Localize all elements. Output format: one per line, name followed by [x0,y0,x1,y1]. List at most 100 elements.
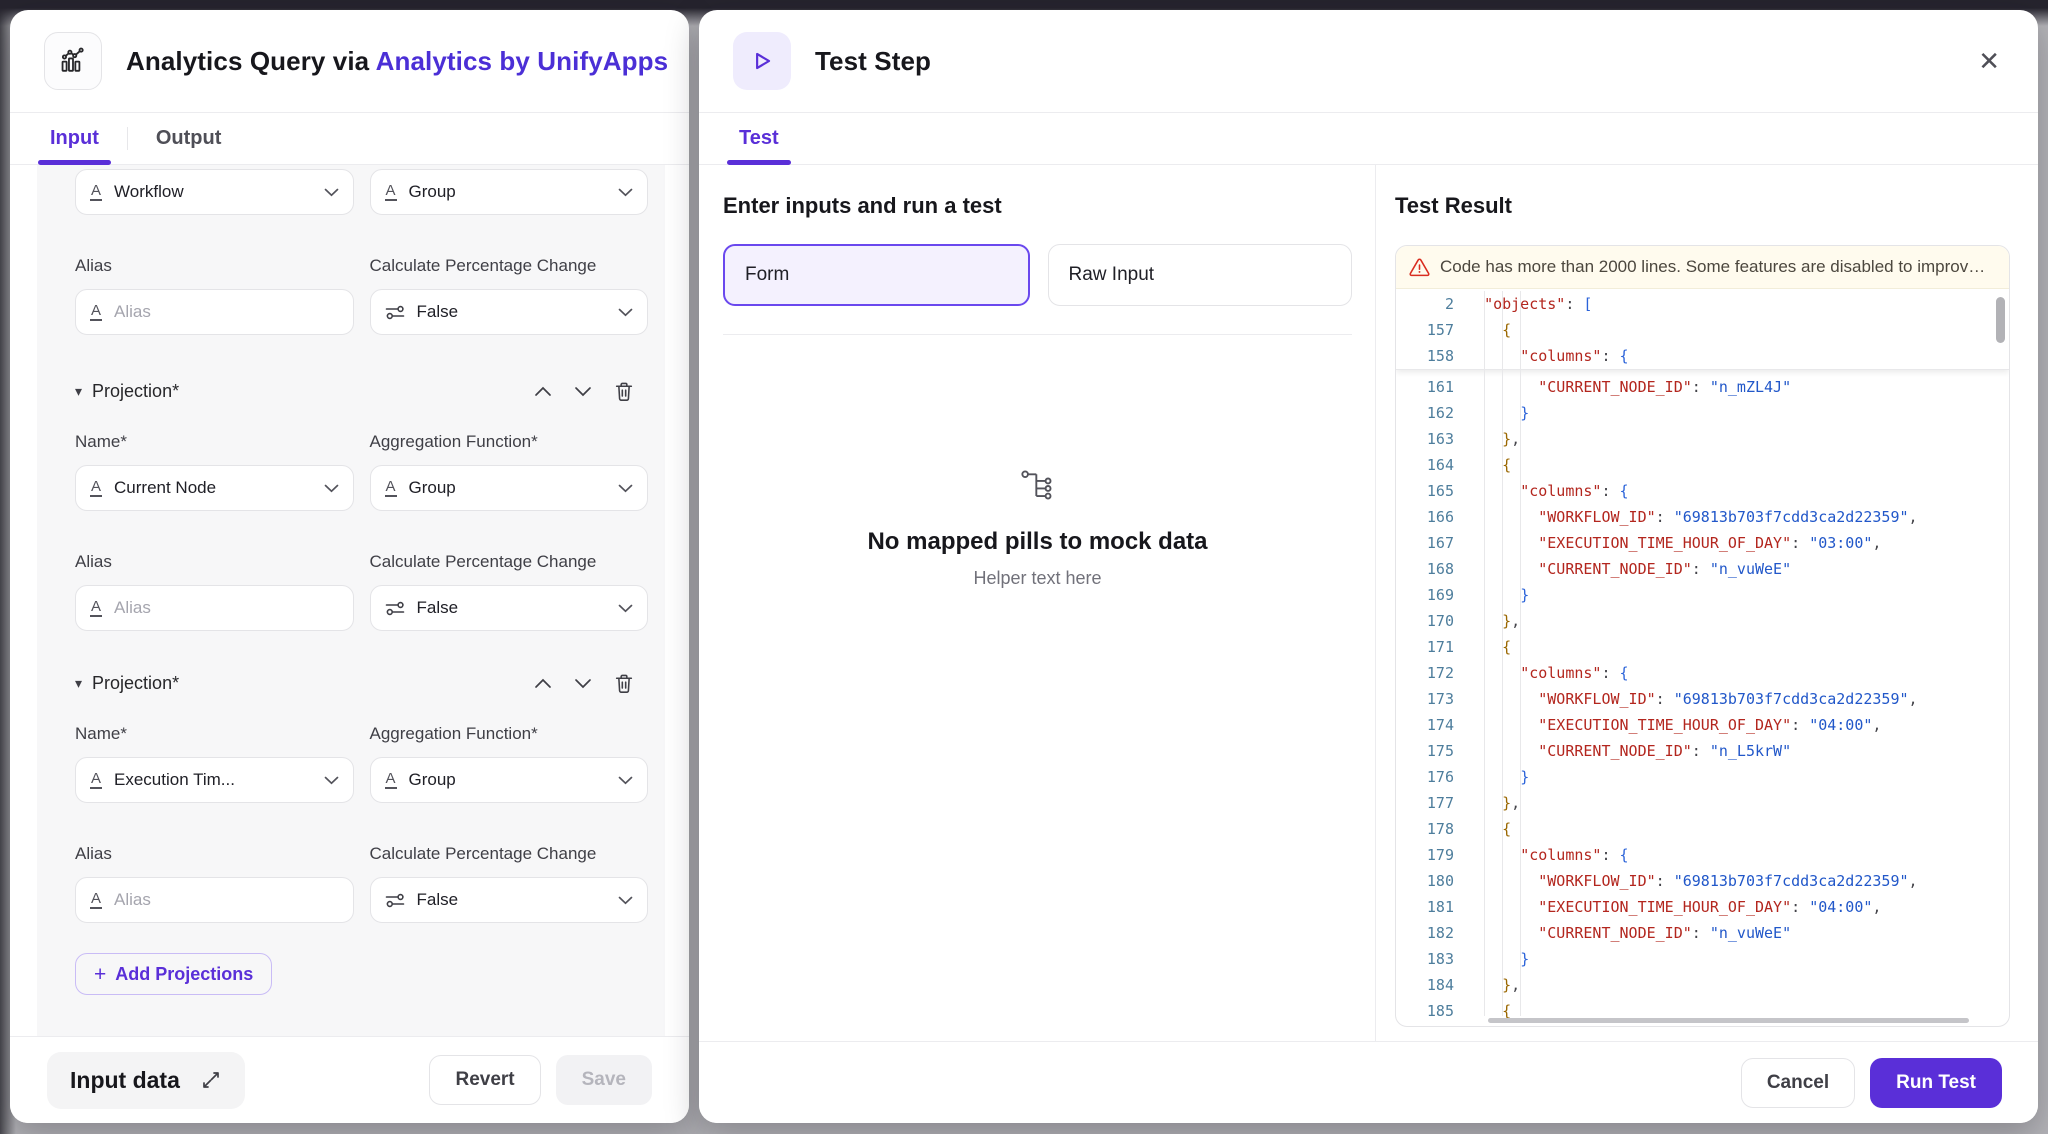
text-type-icon: A [384,770,397,789]
test-result-box: Code has more than 2000 lines. Some feat… [1395,245,2010,1027]
projection-2-alias-row: Alias A Calculate Percentage Change Fals… [75,803,648,923]
empty-state: No mapped pills to mock data Helper text… [723,467,1352,589]
calc-percentage-label: Calculate Percentage Change [369,844,597,863]
projection-title: Projection* [92,673,180,693]
test-inputs-pane: Enter inputs and run a test Form Raw Inp… [699,165,1376,1041]
test-result-pane: Test Result Code has more than 2000 line… [1376,165,2038,1041]
cancel-button[interactable]: Cancel [1740,1057,1856,1108]
chevron-down-icon [618,776,633,784]
alias-label: Alias [75,552,112,571]
mode-form-button[interactable]: Form [723,244,1030,306]
aggregation-label: Aggregation Function* [369,724,538,743]
warning-icon [1409,257,1430,276]
text-type-icon: A [90,890,103,909]
alias-input-3[interactable] [114,890,339,910]
delete-projection-button[interactable] [614,673,634,694]
chevron-down-icon [324,484,338,492]
text-type-icon: A [90,182,103,201]
right-tab-bar: Test [699,113,2038,165]
boolean-toggle-icon [385,305,404,319]
projection-2-labels: Name* A Execution Tim... Aggregation Fun… [75,694,648,803]
alias-input-2[interactable] [114,598,339,618]
vertical-scrollbar[interactable] [1996,297,2005,343]
projection-1-name-select[interactable]: A Current Node [75,465,354,511]
projection-section-header-1: ▾ Projection* [75,381,648,402]
test-step-footer: Cancel Run Test [699,1041,2038,1123]
input-form-scroll-area[interactable]: A Workflow A Group Alias A [37,165,665,1036]
analytics-query-header: Analytics Query via Analytics by UnifyAp… [10,10,689,113]
chevron-down-icon [618,188,633,196]
aggregation-label: Aggregation Function* [369,432,538,451]
test-step-body: Enter inputs and run a test Form Raw Inp… [699,165,2038,1041]
projection-title: Projection* [92,381,180,401]
add-projections-button[interactable]: + Add Projections [75,953,273,995]
collapse-caret-icon[interactable]: ▾ [75,383,83,399]
play-icon [733,32,791,90]
projection-row-fields: A Workflow A Group [75,169,648,215]
empty-state-helper: Helper text here [973,568,1102,588]
alias-label: Alias [75,256,112,275]
divider [723,334,1352,335]
save-button[interactable]: Save [555,1055,652,1105]
sticky-context-lines: 2 "objects": [157 {158 "columns": { [1396,289,2009,370]
brand-name: Analytics by UnifyApps [375,45,669,76]
delete-projection-button[interactable] [614,381,634,402]
input-data-expander[interactable]: Input data [47,1051,245,1109]
move-down-button[interactable] [574,678,592,689]
workflow-select[interactable]: A Workflow [75,169,354,215]
close-icon[interactable]: ✕ [1978,46,2000,76]
left-tab-bar: Input Output [10,113,689,165]
text-type-icon: A [90,302,103,321]
alias-label: Alias [75,844,112,863]
projection-2-aggregation-select[interactable]: A Group [369,757,648,803]
calc-percentage-select-2[interactable]: False [369,585,648,631]
alias-input-wrap: A [75,585,354,631]
calc-percentage-select-3[interactable]: False [369,877,648,923]
projection-2-name-select[interactable]: A Execution Tim... [75,757,354,803]
code-size-warning: Code has more than 2000 lines. Some feat… [1396,246,2009,289]
projection-section-header-2: ▾ Projection* [75,673,648,694]
name-label: Name* [75,432,127,451]
expand-icon [203,1072,219,1088]
move-up-button[interactable] [534,386,552,397]
analytics-icon [44,32,102,90]
chevron-down-icon [324,188,338,196]
projection-1-aggregation-select[interactable]: A Group [369,465,648,511]
mode-raw-input-button[interactable]: Raw Input [1047,244,1352,306]
name-label: Name* [75,724,127,743]
test-inputs-heading: Enter inputs and run a test [723,193,1002,218]
boolean-toggle-icon [385,601,404,615]
empty-state-title: No mapped pills to mock data [867,528,1208,555]
calc-percentage-label: Calculate Percentage Change [369,256,597,275]
group-select[interactable]: A Group [369,169,648,215]
move-down-button[interactable] [574,386,592,397]
plus-icon: + [94,962,107,986]
text-type-icon: A [384,478,397,497]
test-step-dialog: Test Step ✕ Test Enter inputs and run a … [699,10,2038,1123]
tab-test[interactable]: Test [727,113,791,165]
chevron-down-icon [618,308,633,316]
horizontal-scrollbar[interactable] [1488,1018,1969,1023]
text-type-icon: A [90,598,103,617]
left-panel-footer: Input data Revert Save [10,1036,689,1123]
tab-input[interactable]: Input [38,113,111,165]
test-step-header: Test Step ✕ [699,10,2038,113]
code-editor[interactable]: 2 "objects": [157 {158 "columns": { 161 … [1396,289,2009,1026]
alias-calc-row: Alias A Calculate Percentage Change Fals… [75,215,648,335]
chevron-down-icon [618,896,633,904]
revert-button[interactable]: Revert [429,1055,541,1105]
collapse-caret-icon[interactable]: ▾ [75,675,83,691]
tab-output[interactable]: Output [155,127,222,149]
panel-title: Analytics Query via Analytics by UnifyAp… [126,45,669,76]
tab-separator [126,127,128,150]
calc-percentage-label: Calculate Percentage Change [369,552,597,571]
projection-1-labels: Name* A Current Node Aggregation Functio… [75,402,648,511]
calc-percentage-select-1[interactable]: False [369,289,648,335]
run-test-button[interactable]: Run Test [1870,1057,2002,1108]
boolean-toggle-icon [385,893,404,907]
alias-input-1[interactable] [114,302,339,322]
test-result-heading: Test Result [1395,193,1512,218]
projection-1-alias-row: Alias A Calculate Percentage Change Fals… [75,511,648,631]
move-up-button[interactable] [534,678,552,689]
alias-input-wrap: A [75,877,354,923]
